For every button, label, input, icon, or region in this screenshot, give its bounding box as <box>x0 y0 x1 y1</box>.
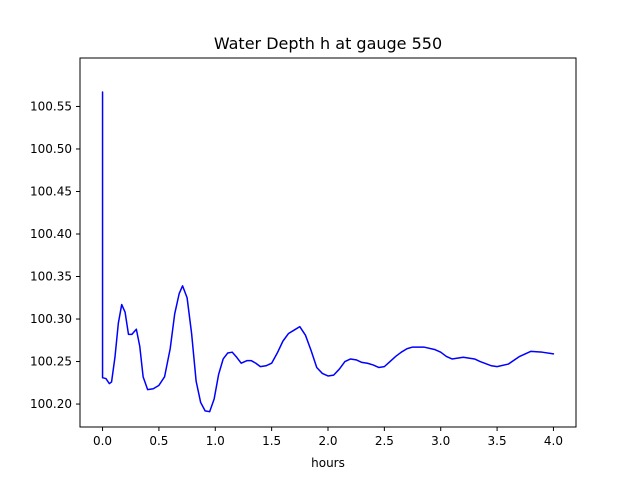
x-tick-label: 0.0 <box>93 434 112 448</box>
x-tick-label: 0.5 <box>149 434 168 448</box>
y-tick-label: 100.45 <box>30 184 72 198</box>
x-tick-label: 3.5 <box>488 434 507 448</box>
x-axis-label: hours <box>311 456 345 470</box>
y-tick-label: 100.30 <box>30 312 72 326</box>
y-tick-label: 100.25 <box>30 355 72 369</box>
x-tick-label: 3.0 <box>431 434 450 448</box>
x-tick-label: 2.5 <box>375 434 394 448</box>
x-tick-label: 1.5 <box>262 434 281 448</box>
plot-frame <box>79 57 577 428</box>
y-tick-label: 100.50 <box>30 142 72 156</box>
x-tick-label: 4.0 <box>544 434 563 448</box>
chart-title: Water Depth h at gauge 550 <box>214 34 442 53</box>
x-tick-label: 2.0 <box>318 434 337 448</box>
series-layer <box>101 91 555 413</box>
x-tick-label: 1.0 <box>206 434 225 448</box>
y-tick-label: 100.20 <box>30 397 72 411</box>
x-axis: 0.0 0.5 1.0 1.5 2.0 2.5 3.0 3.5 4.0 <box>93 427 563 448</box>
y-axis: 100.20 100.25 100.30 100.35 100.40 100.45 100.… <box>30 99 80 411</box>
y-tick-label: 100.40 <box>30 227 72 241</box>
series-line-0 <box>101 91 555 413</box>
y-tick-label: 100.35 <box>30 270 72 284</box>
y-tick-label: 100.55 <box>30 99 72 113</box>
